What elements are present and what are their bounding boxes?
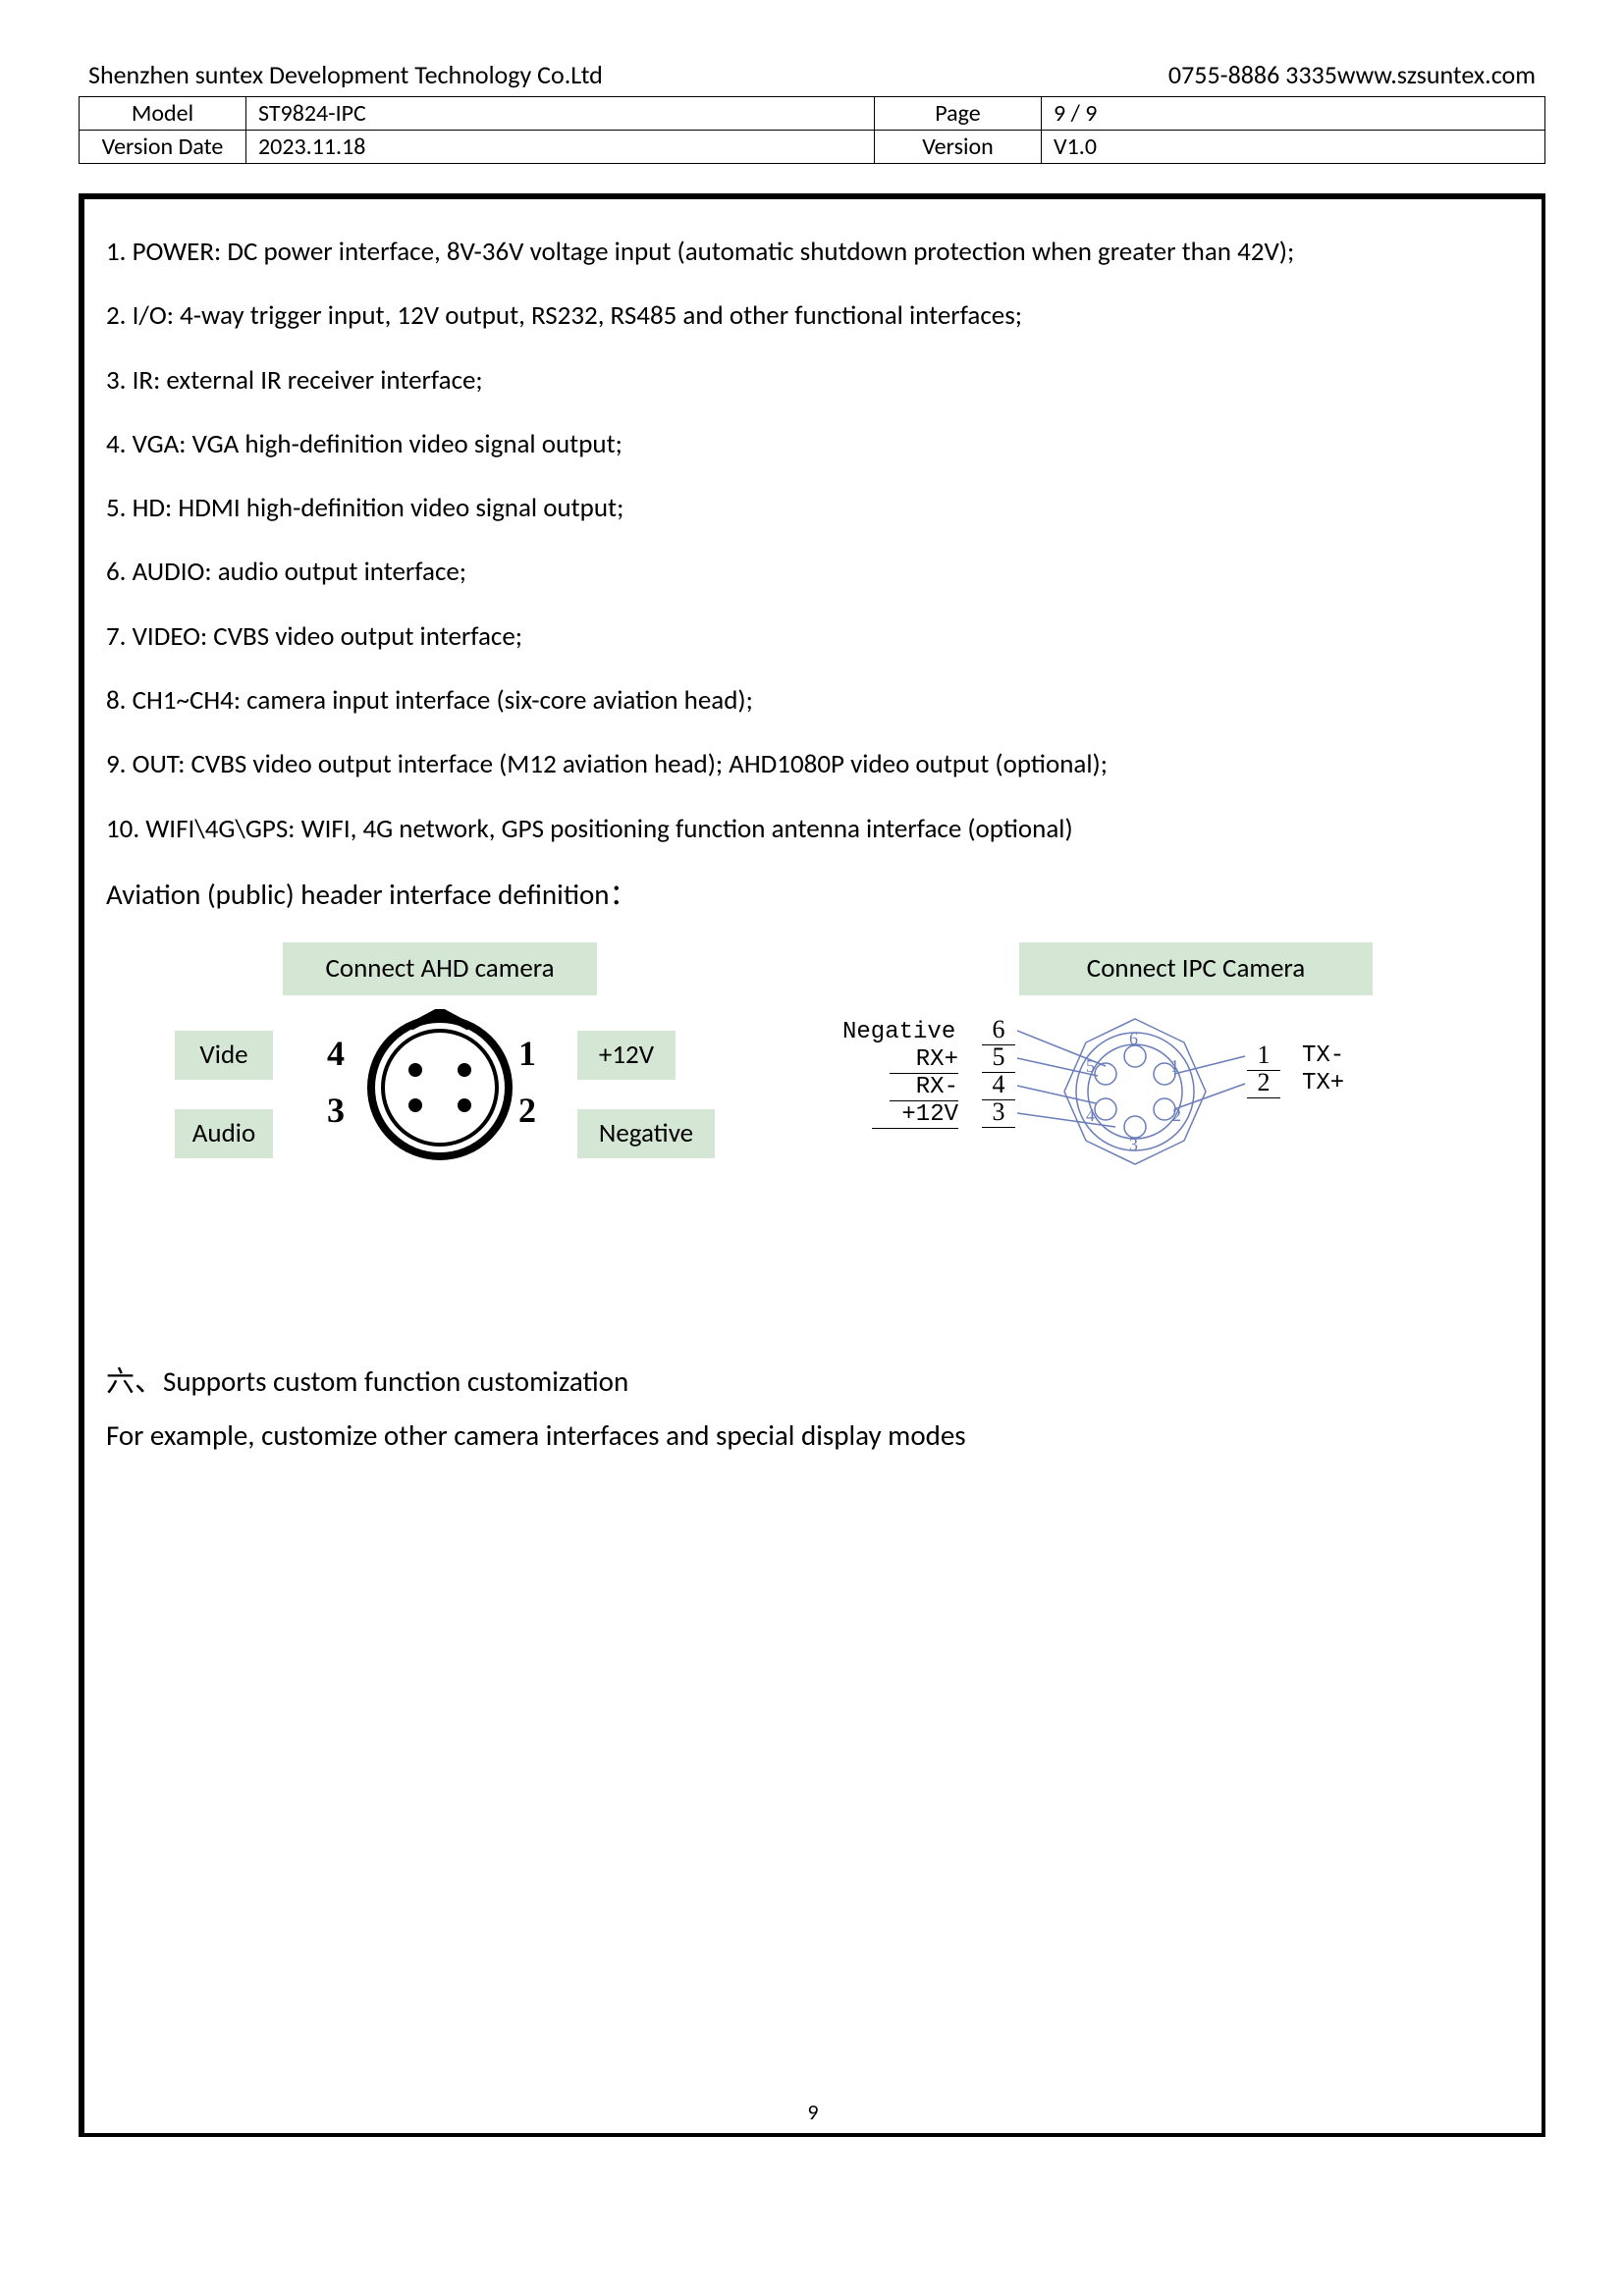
- ipc-connector-diagram: Connect IPC Camera Negative RX+ RX- +12V…: [813, 942, 1490, 1237]
- ipc-inner-3: 3: [1129, 1135, 1138, 1154]
- model-label: Model: [80, 97, 246, 131]
- ipc-txm-label: TX-: [1302, 1042, 1344, 1069]
- ahd-title-box: Connect AHD camera: [283, 942, 597, 995]
- ahd-12v-label: +12V: [577, 1031, 676, 1080]
- ipc-inner-2: 2: [1172, 1105, 1181, 1125]
- ipc-12v-label: +12V: [872, 1101, 958, 1129]
- ipc-inner-4: 4: [1086, 1105, 1095, 1125]
- ipc-title-box: Connect IPC Camera: [1019, 942, 1373, 995]
- interface-definitions-list: 1. POWER: DC power interface, 8V-36V vol…: [106, 227, 1520, 854]
- list-item: 1. POWER: DC power interface, 8V-36V vol…: [106, 227, 1520, 277]
- ahd-connector-diagram: Connect AHD camera Vide Audio +12V Negat…: [106, 942, 784, 1237]
- ahd-negative-label: Negative: [577, 1109, 715, 1158]
- section-6-body: For example, customize other camera inte…: [106, 1409, 1520, 1463]
- ipc-txp-label: TX+: [1302, 1070, 1344, 1096]
- version-label: Version: [875, 131, 1042, 164]
- page-label: Page: [875, 97, 1042, 131]
- ahd-audio-label: Audio: [175, 1109, 273, 1158]
- connector-diagrams: Connect AHD camera Vide Audio +12V Negat…: [106, 942, 1520, 1237]
- ipc-left-num-3: 3: [982, 1097, 1015, 1128]
- list-item: 10. WIFI\4G\GPS: WIFI, 4G network, GPS p…: [106, 804, 1520, 854]
- model-value: ST9824-IPC: [246, 97, 875, 131]
- company-name: Shenzhen suntex Development Technology C…: [88, 59, 1139, 90]
- ipc-rxm-label: RX-: [890, 1074, 958, 1101]
- ipc-negative-label: Negative: [842, 1019, 955, 1045]
- phone-number: 0755-8886 3335: [1168, 59, 1337, 90]
- interface-section-title: Aviation (public) header interface defin…: [106, 872, 1520, 913]
- ipc-left-num-4: 4: [982, 1070, 1015, 1100]
- ahd-connector-icon: [352, 1009, 528, 1166]
- list-item: 8. CH1~CH4: camera input interface (six-…: [106, 675, 1520, 725]
- section-6-heading: 六、Supports custom function customization: [106, 1355, 1520, 1409]
- ahd-pin-4: 4: [327, 1033, 345, 1074]
- ahd-vide-label: Vide: [175, 1031, 273, 1080]
- list-item: 4. VGA: VGA high-definition video signal…: [106, 419, 1520, 469]
- list-item: 6. AUDIO: audio output interface;: [106, 547, 1520, 597]
- list-item: 3. IR: external IR receiver interface;: [106, 355, 1520, 405]
- ipc-connector-icon: 6 1 2 3 4 5: [1017, 1001, 1253, 1207]
- version-value: V1.0: [1042, 131, 1545, 164]
- ipc-left-num-5: 5: [982, 1042, 1015, 1073]
- page-value: 9 / 9: [1042, 97, 1545, 131]
- page-header: Shenzhen suntex Development Technology C…: [79, 59, 1545, 90]
- website-url: www.szsuntex.com: [1337, 59, 1536, 90]
- ipc-inner-6: 6: [1129, 1029, 1138, 1048]
- list-item: 2. I/O: 4-way trigger input, 12V output,…: [106, 291, 1520, 341]
- list-item: 7. VIDEO: CVBS video output interface;: [106, 612, 1520, 662]
- list-item: 5. HD: HDMI high-definition video signal…: [106, 483, 1520, 533]
- date-label: Version Date: [80, 131, 246, 164]
- date-value: 2023.11.18: [246, 131, 875, 164]
- content-frame: 1. POWER: DC power interface, 8V-36V vol…: [79, 193, 1545, 2137]
- list-item: 9. OUT: CVBS video output interface (M12…: [106, 739, 1520, 789]
- ipc-inner-1: 1: [1170, 1056, 1179, 1076]
- ipc-left-num-6: 6: [982, 1015, 1015, 1045]
- ahd-pin-3: 3: [327, 1090, 345, 1131]
- ipc-inner-5: 5: [1086, 1056, 1095, 1076]
- ipc-rxp-label: RX+: [890, 1046, 958, 1074]
- page-number: 9: [807, 2099, 818, 2125]
- document-meta-table: Model ST9824-IPC Page 9 / 9 Version Date…: [79, 96, 1545, 164]
- section-6: 六、Supports custom function customization…: [106, 1355, 1520, 1463]
